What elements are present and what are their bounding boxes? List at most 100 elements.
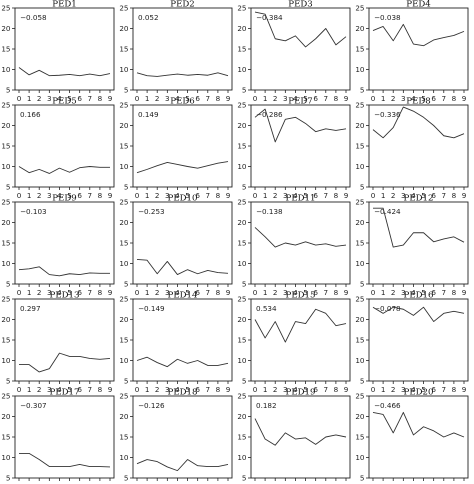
panel-6-xtick-label: 8 <box>216 191 221 200</box>
panel-8-ytick-label: 20 <box>355 121 365 130</box>
panel-15-ytick-label: 10 <box>237 356 247 365</box>
panel-15-xtick-label: 9 <box>344 385 349 394</box>
panel-8-xtick-label: 3 <box>401 191 406 200</box>
panel-8-ytick-label: 5 <box>360 183 365 192</box>
panel-11-title: PED11 <box>286 194 316 204</box>
panel-13-xtick-label: 0 <box>17 385 22 394</box>
panel-19-xtick-label: 9 <box>344 482 349 484</box>
panel-15-ytick-label: 25 <box>237 295 246 304</box>
panel-17-xtick-label: 5 <box>67 482 72 484</box>
panel-20-xtick-label: 8 <box>452 482 457 484</box>
panel-9-xtick-label: 7 <box>87 288 92 297</box>
panel-18-annotation: −0.126 <box>138 401 165 410</box>
panel-8-xtick-label: 6 <box>431 191 436 200</box>
panel-8-xtick-label: 0 <box>371 191 376 200</box>
panel-8-ytick-label: 25 <box>355 101 364 110</box>
panel-3-title: PED3 <box>288 0 312 10</box>
panel-14-ytick-label: 20 <box>119 315 129 324</box>
panel-6-ytick-label: 20 <box>119 121 129 130</box>
panel-5-ytick-label: 25 <box>1 101 10 110</box>
panel-11-xtick-label: 0 <box>253 288 258 297</box>
panel-5-xtick-label: 4 <box>57 191 62 200</box>
panel-18-xtick-label: 9 <box>226 482 231 484</box>
panel-18-xtick-label: 5 <box>185 482 190 484</box>
panel-20-ytick-label: 15 <box>355 433 364 442</box>
panel-20-xtick-label: 4 <box>411 482 416 484</box>
panel-5-ytick-label: 15 <box>1 142 10 151</box>
panel-18-ytick-label: 5 <box>124 474 129 483</box>
panel-16-xtick-label: 6 <box>431 385 436 394</box>
panel-4-xtick-label: 1 <box>381 94 386 103</box>
panel-14-xtick-label: 0 <box>135 385 140 394</box>
panel-9-ytick-label: 20 <box>1 218 11 227</box>
panel-15-series-line <box>254 308 347 343</box>
panel-19-series-line <box>254 418 347 446</box>
panel-19-ytick-label: 25 <box>237 392 246 401</box>
panel-15-xtick-label: 4 <box>293 385 298 394</box>
panel-12-xtick-label: 0 <box>371 288 376 297</box>
panel-11-xtick-label: 1 <box>263 288 268 297</box>
panel-17-ytick-label: 10 <box>1 453 11 462</box>
panel-15-xtick-label: 5 <box>303 385 308 394</box>
panel-15-xtick-label: 3 <box>283 385 288 394</box>
panel-12-xtick-label: 7 <box>441 288 446 297</box>
panel-6-ytick-label: 25 <box>119 101 128 110</box>
panel-4-ytick-label: 20 <box>355 24 365 33</box>
panel-20-xtick-label: 7 <box>441 482 446 484</box>
panel-6-series-line <box>136 161 229 174</box>
panel-14-xtick-label: 8 <box>216 385 221 394</box>
panel-10-xtick-label: 4 <box>175 288 180 297</box>
panel-9-xtick-label: 1 <box>27 288 32 297</box>
panel-3-xtick-label: 0 <box>253 94 258 103</box>
panel-2-xtick-label: 7 <box>205 94 210 103</box>
panel-2-ytick-label: 10 <box>119 65 129 74</box>
panel-20-xtick-label: 3 <box>401 482 406 484</box>
panel-19-xtick-label: 3 <box>283 482 288 484</box>
panel-13-annotation: 0.297 <box>20 304 41 313</box>
panel-11-ytick-label: 20 <box>237 218 247 227</box>
panel-5-title: PED5 <box>52 97 76 107</box>
panel-3-xtick-label: 7 <box>323 94 328 103</box>
panel-12-xtick-label: 1 <box>381 288 386 297</box>
panel-7-xtick-label: 3 <box>283 191 288 200</box>
panel-19-ytick-label: 20 <box>237 412 247 421</box>
panel-16-xtick-label: 9 <box>462 385 467 394</box>
panel-9-xtick-label: 9 <box>108 288 113 297</box>
panel-19-ytick-label: 10 <box>237 453 247 462</box>
panel-19-annotation: 0.182 <box>256 401 277 410</box>
panel-6-xtick-label: 6 <box>195 191 200 200</box>
panel-10-title: PED10 <box>168 194 198 204</box>
panel-19-xtick-label: 4 <box>293 482 298 484</box>
panel-18-xtick-label: 0 <box>135 482 140 484</box>
panel-18-title: PED18 <box>168 388 198 398</box>
panel-6-xtick-label: 4 <box>175 191 180 200</box>
panel-20-ytick-label: 5 <box>360 474 365 483</box>
panel-20-ytick-label: 10 <box>355 453 365 462</box>
panel-15-annotation: 0.534 <box>256 304 277 313</box>
panel-8-annotation: −0.336 <box>374 110 401 119</box>
panel-14-ytick-label: 15 <box>119 336 128 345</box>
panel-16-xtick-label: 5 <box>421 385 426 394</box>
panel-17-xtick-label: 6 <box>77 482 82 484</box>
panel-15-ytick-label: 15 <box>237 336 246 345</box>
panel-1-xtick-label: 5 <box>67 94 72 103</box>
panel-13-title: PED13 <box>50 291 80 301</box>
panel-7-xtick-label: 0 <box>253 191 258 200</box>
panel-12-title: PED12 <box>404 194 434 204</box>
panel-15-ytick-label: 5 <box>242 377 247 386</box>
panel-16-ytick-label: 15 <box>355 336 364 345</box>
panel-1-ytick-label: 10 <box>1 65 11 74</box>
panel-3-ytick-label: 5 <box>242 86 247 95</box>
panel-20-xtick-label: 9 <box>462 482 467 484</box>
panel-11-series-line <box>254 227 347 248</box>
panel-18-ytick-label: 10 <box>119 453 129 462</box>
panel-15-xtick-label: 2 <box>273 385 278 394</box>
panel-7-ytick-label: 5 <box>242 183 247 192</box>
panel-12-xtick-label: 5 <box>421 288 426 297</box>
panel-11-xtick-label: 2 <box>273 288 278 297</box>
panel-2-title: PED2 <box>170 0 194 10</box>
panel-17-series-line <box>19 452 111 468</box>
panel-18-xtick-label: 7 <box>205 482 210 484</box>
panel-5-xtick-label: 9 <box>108 191 113 200</box>
panel-1-xtick-label: 2 <box>37 94 42 103</box>
